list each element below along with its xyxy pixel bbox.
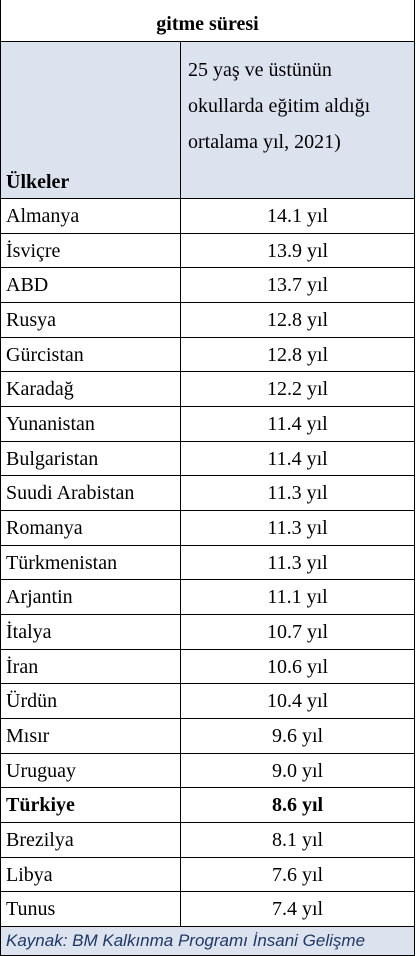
country-cell: Türkiye xyxy=(0,787,181,824)
country-cell: Arjantin xyxy=(0,579,181,616)
value-cell: 11.4 yıl xyxy=(180,406,415,442)
country-cell: ABD xyxy=(0,267,181,303)
header-cell: Ülkeler xyxy=(0,41,181,199)
value-cell: 9.6 yıl xyxy=(180,718,415,754)
country-cell: Rusya xyxy=(0,302,181,338)
value-cell: 11.3 yıl xyxy=(180,475,415,512)
value-cell: 8.1 yıl xyxy=(180,822,415,858)
value-cell: 11.3 yıl xyxy=(180,544,415,581)
value-cell: 11.4 yıl xyxy=(180,440,415,477)
country-cell: Bulgaristan xyxy=(0,440,181,477)
country-cell: Mısır xyxy=(0,718,181,754)
value-cell: 10.4 yıl xyxy=(180,683,415,720)
value-cell: 7.6 yıl xyxy=(180,856,415,893)
column-header: Ülkeler xyxy=(6,171,70,193)
value-cell: 12.2 yıl xyxy=(180,371,415,407)
country-cell: İsviçre xyxy=(0,232,181,269)
country-cell: Suudi Arabistan xyxy=(0,475,181,512)
column-header: 25 yaş ve üstünün okullarda eğitim aldığ… xyxy=(188,59,371,153)
table-title: gitme süresi xyxy=(0,0,415,42)
country-cell: Romanya xyxy=(0,510,181,546)
value-cell: 13.7 yıl xyxy=(180,267,415,303)
value-cell: 14.1 yıl xyxy=(180,198,415,234)
country-cell: Tunus xyxy=(0,891,181,928)
country-cell: Brezilya xyxy=(0,822,181,858)
value-cell: 11.1 yıl xyxy=(180,579,415,616)
country-cell: Libya xyxy=(0,856,181,893)
value-cell: 10.7 yıl xyxy=(180,614,415,650)
country-cell: Ürdün xyxy=(0,683,181,720)
country-cell: Yunanistan xyxy=(0,406,181,442)
source-note: Kaynak: BM Kalkınma Programı İnsani Geli… xyxy=(0,926,415,956)
value-cell: 7.4 yıl xyxy=(180,891,415,928)
header-cell: 25 yaş ve üstünün okullarda eğitim aldığ… xyxy=(180,41,415,199)
value-cell: 12.8 yıl xyxy=(180,336,415,373)
value-cell: 12.8 yıl xyxy=(180,302,415,338)
country-cell: Karadağ xyxy=(0,371,181,407)
value-cell: 8.6 yıl xyxy=(180,787,415,824)
country-cell: Gürcistan xyxy=(0,336,181,373)
country-cell: Türkmenistan xyxy=(0,544,181,581)
country-cell: İtalya xyxy=(0,614,181,650)
value-cell: 11.3 yıl xyxy=(180,510,415,546)
country-cell: Almanya xyxy=(0,198,181,234)
value-cell: 13.9 yıl xyxy=(180,232,415,269)
value-cell: 9.0 yıl xyxy=(180,752,415,789)
value-cell: 10.6 yıl xyxy=(180,648,415,685)
country-cell: Uruguay xyxy=(0,752,181,789)
country-cell: İran xyxy=(0,648,181,685)
